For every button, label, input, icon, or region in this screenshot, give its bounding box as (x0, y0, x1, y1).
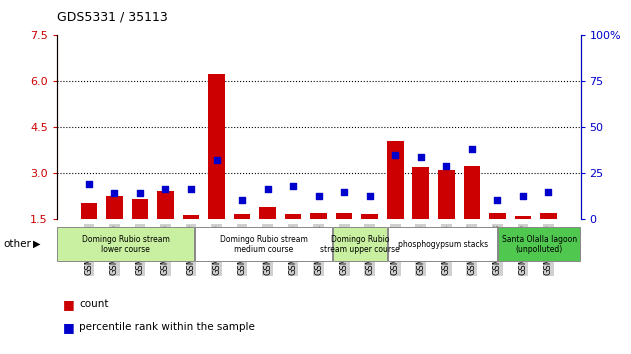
Bar (336, 213, 353, 219)
FancyBboxPatch shape (388, 227, 497, 261)
Point (211, 157, 221, 162)
Bar (515, 216, 531, 219)
Point (135, 190, 145, 196)
Bar (285, 214, 302, 219)
Point (237, 197, 247, 202)
Point (186, 186, 196, 192)
Text: Santa Olalla lagoon
(unpolluted): Santa Olalla lagoon (unpolluted) (502, 235, 577, 254)
FancyBboxPatch shape (498, 227, 580, 261)
Text: Domingo Rubio stream
lower course: Domingo Rubio stream lower course (82, 235, 170, 254)
Bar (464, 166, 480, 219)
Bar (233, 214, 251, 219)
Point (84, 181, 94, 187)
Text: Domingo Rubio stream
medium course: Domingo Rubio stream medium course (220, 235, 307, 254)
FancyBboxPatch shape (57, 227, 194, 261)
Text: phosphogypsum stacks: phosphogypsum stacks (398, 240, 488, 249)
Text: count: count (79, 299, 109, 309)
Point (339, 189, 349, 195)
Bar (387, 141, 404, 219)
Bar (106, 195, 122, 219)
Bar (208, 74, 225, 219)
Bar (81, 202, 97, 219)
Bar (362, 214, 378, 219)
Point (467, 146, 477, 152)
Text: other: other (3, 239, 31, 249)
Text: ■: ■ (63, 298, 75, 311)
Point (160, 186, 170, 192)
Bar (413, 167, 429, 219)
Point (109, 190, 119, 196)
Point (288, 183, 298, 189)
Bar (183, 215, 199, 219)
FancyBboxPatch shape (195, 227, 332, 261)
Point (365, 194, 375, 199)
Text: percentile rank within the sample: percentile rank within the sample (79, 322, 255, 332)
Point (441, 163, 451, 169)
FancyBboxPatch shape (333, 227, 387, 261)
Bar (157, 191, 174, 219)
Point (492, 197, 502, 202)
Bar (259, 207, 276, 219)
Bar (310, 213, 327, 219)
Point (262, 186, 273, 192)
Point (416, 154, 426, 159)
Text: Domingo Rubio
stream upper course: Domingo Rubio stream upper course (320, 235, 400, 254)
Bar (132, 199, 148, 219)
Text: ■: ■ (63, 321, 75, 334)
Point (543, 189, 553, 195)
Bar (540, 213, 557, 219)
Bar (489, 213, 505, 219)
Point (518, 194, 528, 199)
Text: ▶: ▶ (33, 239, 40, 249)
Point (390, 152, 400, 158)
Text: GDS5331 / 35113: GDS5331 / 35113 (57, 11, 168, 24)
Bar (438, 170, 454, 219)
Point (314, 194, 324, 199)
